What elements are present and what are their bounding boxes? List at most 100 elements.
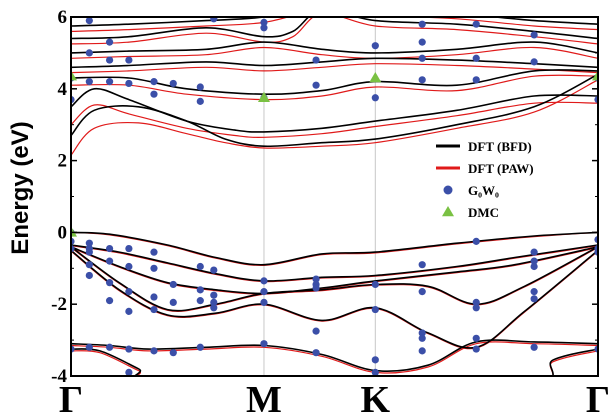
gw-point	[210, 304, 218, 312]
gw-point	[210, 291, 218, 299]
bfd-band-line	[71, 41, 598, 54]
gw-point	[530, 58, 538, 66]
gw-point	[150, 305, 158, 314]
gw-point	[312, 284, 320, 292]
paw-band-line	[71, 17, 598, 45]
gw-point	[196, 262, 204, 271]
gw-point	[169, 280, 177, 289]
y-tick-label: -4	[51, 366, 67, 387]
bfd-band-line	[71, 17, 598, 27]
gw-point	[371, 42, 379, 50]
gw-point	[371, 280, 379, 289]
gw-point	[418, 329, 426, 337]
gw-point	[530, 262, 538, 271]
legend-circle-swatch	[443, 185, 453, 195]
gw-point	[169, 349, 177, 357]
dmc-point	[369, 72, 382, 83]
gw-point	[196, 286, 204, 294]
gw-point	[312, 56, 320, 64]
gw-point	[371, 356, 379, 364]
legend-label: G₀W₀	[468, 183, 499, 198]
gw-point	[85, 271, 93, 280]
gw-point	[312, 81, 320, 89]
gw-point	[210, 17, 218, 23]
paw-band-line	[71, 17, 598, 32]
gw-point	[169, 79, 177, 88]
bfd-band-line	[71, 348, 598, 376]
gw-point	[125, 345, 133, 353]
gw-point	[530, 248, 538, 256]
gw-point	[125, 244, 133, 253]
legend: DFT (BFD) DFT (PAW) G₀W₀ DMC	[430, 134, 580, 224]
gw-point	[530, 288, 538, 296]
gw-point	[418, 54, 426, 62]
gw-point	[260, 18, 268, 26]
gw-point	[472, 76, 480, 84]
dmc-point	[71, 226, 77, 237]
gw-point	[125, 56, 133, 64]
gw-point	[210, 266, 218, 274]
gw-point	[169, 298, 177, 307]
paw-band-line	[71, 101, 598, 138]
gw-point	[105, 297, 114, 305]
gw-point	[196, 83, 204, 91]
gw-point	[150, 78, 158, 86]
gw-point	[472, 334, 480, 342]
x-tick-label: Γ	[586, 379, 610, 416]
gw-point	[196, 297, 204, 305]
bfd-band-line	[71, 231, 598, 266]
gw-point	[85, 17, 93, 25]
y-tick-label: 4	[58, 79, 68, 100]
paw-band-line	[71, 79, 598, 156]
gw-point	[472, 345, 480, 353]
gw-point	[418, 347, 426, 355]
gw-point	[105, 257, 114, 265]
gw-point	[260, 298, 268, 307]
legend-label: DFT (BFD)	[468, 139, 532, 154]
gw-point	[150, 293, 158, 301]
gw-point	[371, 368, 379, 376]
bfd-band-line	[71, 73, 598, 148]
gw-point	[418, 261, 426, 269]
gw-point	[472, 20, 480, 28]
gw-point	[472, 54, 480, 62]
gw-point	[125, 262, 133, 271]
legend-triangle-swatch	[442, 206, 454, 217]
gw-point	[105, 78, 114, 86]
gw-point	[85, 261, 93, 269]
y-tick-label: 2	[58, 151, 68, 172]
paw-band-line	[71, 341, 598, 374]
gw-point	[472, 298, 480, 307]
gw-point	[418, 38, 426, 46]
bfd-band-line	[71, 246, 598, 312]
bfd-band-line	[71, 17, 598, 40]
gw-point	[196, 97, 204, 105]
x-tick-label: Γ	[59, 379, 83, 416]
gw-point	[312, 349, 320, 357]
data-markers	[71, 17, 598, 376]
paw-band-line	[71, 46, 598, 59]
gw-point	[105, 38, 114, 46]
gw-point	[260, 24, 268, 32]
gw-point	[260, 277, 268, 285]
bfd-band-line	[71, 87, 598, 133]
gw-point	[418, 334, 426, 342]
gw-point	[371, 305, 379, 314]
y-axis-label: Energy (eV)	[7, 121, 34, 254]
gw-point	[85, 248, 93, 256]
gw-point	[472, 237, 480, 245]
gw-point	[125, 368, 133, 376]
gw-point	[530, 343, 538, 351]
y-tick-label: -2	[51, 294, 67, 315]
bfd-band-line	[71, 57, 598, 69]
gw-point	[85, 239, 93, 247]
bfd-band-line	[71, 244, 598, 282]
gw-point	[150, 90, 158, 98]
gw-point	[260, 288, 268, 296]
gw-point	[210, 298, 218, 307]
gw-point	[125, 288, 133, 296]
gw-point	[418, 288, 426, 296]
gw-point	[85, 343, 93, 351]
